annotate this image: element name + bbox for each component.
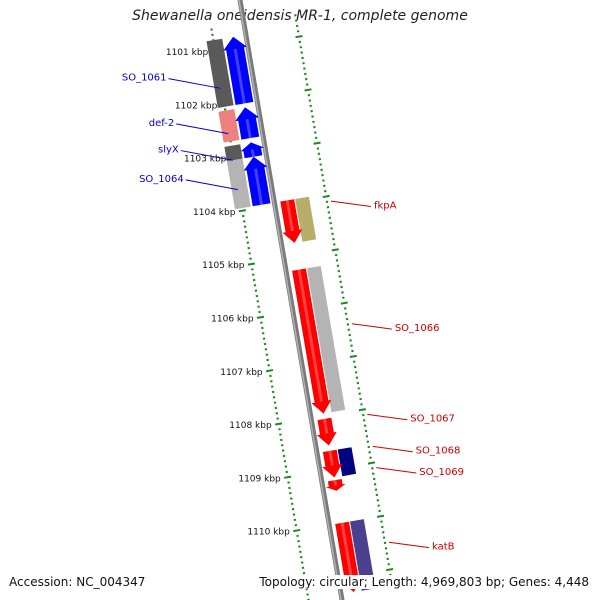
leader-line xyxy=(180,150,233,161)
gene-arrow-so_1064 xyxy=(243,156,271,207)
genome-backbone xyxy=(237,0,345,600)
major-tick xyxy=(358,408,367,412)
major-tick xyxy=(274,422,283,426)
gene-block-so_1068 xyxy=(337,447,357,477)
gene-highlight xyxy=(322,418,329,434)
gene-block-so_1061 xyxy=(206,38,234,109)
gene-label-fkpa: fkpA xyxy=(374,201,397,212)
gene-label-so_1064: SO_1064 xyxy=(139,174,184,185)
major-tick xyxy=(349,354,357,358)
map-title: Shewanella oneidensis MR-1, complete gen… xyxy=(132,8,468,24)
accession-text: Accession: NC_004347 xyxy=(9,575,146,589)
gene-highlight xyxy=(245,118,252,139)
gene-label-so_1069: SO_1069 xyxy=(419,467,464,478)
major-tick xyxy=(293,528,301,533)
major-tick xyxy=(247,262,256,266)
leader-line xyxy=(372,445,413,453)
leader-line xyxy=(351,323,392,330)
gene-arrow-so_1068 xyxy=(322,449,343,478)
scale-label: 1107 kbp xyxy=(220,368,263,378)
scale-label: 1108 kbp xyxy=(229,421,272,431)
scale-label: 1110 kbp xyxy=(247,528,290,538)
gene-track xyxy=(223,36,362,593)
scale-label: 1109 kbp xyxy=(238,474,281,484)
gene-highlight xyxy=(340,522,354,581)
gene-label-slyx: slyX xyxy=(158,145,179,156)
gene-label-def-2: def-2 xyxy=(149,118,174,129)
scale-label: 1105 kbp xyxy=(202,261,245,271)
gene-arrow-katb xyxy=(335,521,362,593)
major-tick xyxy=(313,141,321,145)
gene-highlight xyxy=(250,149,255,158)
major-tick xyxy=(238,209,246,213)
topology-text: Topology: circular; Length: 4,969,803 bp… xyxy=(255,575,589,589)
gene-highlight xyxy=(333,479,338,486)
gene-highlight xyxy=(328,450,334,466)
gene-label-so_1068: SO_1068 xyxy=(416,446,461,457)
scale-label: 1104 kbp xyxy=(193,208,236,218)
gene-arrow-slyx xyxy=(240,142,265,159)
gene-arrow-def-2 xyxy=(235,107,260,140)
major-tick xyxy=(304,88,312,92)
gene-arrow-so_1066 xyxy=(292,268,332,414)
leader-line xyxy=(176,123,229,135)
gene-block-fkpa xyxy=(295,196,317,242)
major-tick xyxy=(256,315,265,319)
gene-arrow-so_1067 xyxy=(317,417,337,446)
backbone-highlight xyxy=(238,0,342,600)
gene-labels: SO_1061 def-2 slyX SO_1064 fkpA SO_1066 SO_106… xyxy=(122,73,464,553)
major-tick xyxy=(284,475,292,479)
gene-label-katb: katB xyxy=(432,542,455,553)
scale-label: 1106 kbp xyxy=(211,315,254,325)
gene-block-def-2 xyxy=(218,109,240,143)
gene-label-so_1066: SO_1066 xyxy=(395,323,440,334)
gene-arrow-so_1069 xyxy=(325,479,346,491)
gene-block-slyx xyxy=(224,144,243,162)
major-tick xyxy=(322,194,330,199)
major-tick xyxy=(331,248,339,252)
leader-line xyxy=(367,413,408,421)
gene-shadow-track xyxy=(206,38,376,591)
gene-highlight xyxy=(233,48,246,104)
major-tick xyxy=(376,514,385,518)
gene-arrow-fkpa xyxy=(280,199,303,243)
gene-label-so_1061: SO_1061 xyxy=(122,73,167,84)
gene-block-katb xyxy=(350,519,376,591)
gene-highlight xyxy=(285,200,294,232)
major-tick xyxy=(295,35,303,39)
gene-label-so_1067: SO_1067 xyxy=(410,414,455,425)
backbone-line xyxy=(237,0,345,600)
leader-line xyxy=(168,78,221,89)
gene-highlight xyxy=(297,269,323,402)
major-tick xyxy=(340,301,348,305)
gene-block-so_1066 xyxy=(306,266,346,413)
scale-label: 1102 kbp xyxy=(175,101,218,111)
leader-line xyxy=(330,200,372,208)
scale-label: 1103 kbp xyxy=(184,155,227,165)
leader-line xyxy=(185,179,238,191)
major-tick xyxy=(367,461,376,465)
gene-highlight xyxy=(254,168,264,205)
leader-line xyxy=(388,541,430,549)
gene-block-so_1064 xyxy=(226,158,251,210)
major-tick xyxy=(265,369,274,373)
leader-line xyxy=(376,467,417,474)
gene-arrow-so_1061 xyxy=(223,36,254,105)
major-tick xyxy=(385,568,394,572)
scale-label: 1101 kbp xyxy=(166,48,209,58)
